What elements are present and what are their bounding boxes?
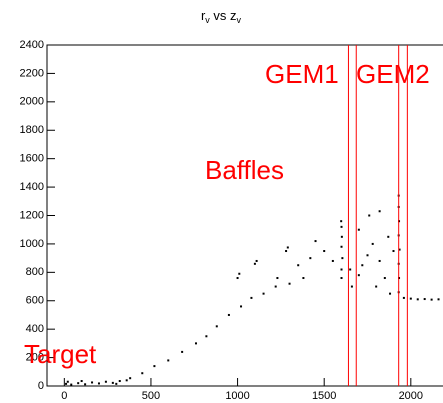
point: [349, 268, 352, 271]
point: [236, 277, 239, 280]
point: [65, 382, 68, 385]
annotation: GEM2: [356, 59, 430, 89]
point: [262, 292, 265, 295]
annotation: Baffles: [205, 155, 284, 185]
y-tick-label: 2000: [20, 96, 44, 108]
point: [302, 277, 305, 280]
point: [375, 285, 378, 288]
point: [340, 277, 343, 280]
point: [141, 372, 144, 375]
point: [288, 282, 291, 285]
x-tick-label: 1500: [312, 390, 336, 402]
x-tick-label: 1000: [225, 390, 249, 402]
point: [378, 259, 381, 262]
point: [371, 242, 374, 245]
point: [383, 277, 386, 280]
point: [389, 292, 392, 295]
point: [66, 380, 69, 383]
point: [91, 381, 94, 384]
y-tick-label: 0: [38, 380, 44, 392]
point: [366, 254, 369, 257]
point: [97, 382, 100, 385]
point: [402, 296, 405, 299]
y-tick-label: 1800: [20, 124, 44, 136]
point: [361, 264, 364, 267]
point: [378, 210, 381, 213]
point: [423, 298, 426, 301]
point: [285, 250, 288, 253]
point: [409, 297, 412, 300]
point: [331, 259, 334, 262]
y-tick-label: 1400: [20, 181, 44, 193]
point: [238, 272, 241, 275]
point: [274, 285, 277, 288]
annotation: GEM1: [265, 59, 339, 89]
y-tick-label: 200: [26, 351, 44, 363]
point: [430, 298, 433, 301]
point: [286, 246, 289, 249]
point: [253, 262, 256, 265]
point: [340, 235, 343, 238]
point: [205, 335, 208, 338]
point: [350, 285, 353, 288]
point: [181, 350, 184, 353]
x-tick-label: 2000: [399, 390, 423, 402]
point: [250, 296, 253, 299]
point: [437, 298, 440, 301]
point: [240, 305, 243, 308]
point: [276, 277, 279, 280]
point: [255, 259, 258, 262]
point: [194, 342, 197, 345]
y-tick-label: 1600: [20, 153, 44, 165]
point: [314, 240, 317, 243]
point: [340, 220, 343, 223]
point: [77, 382, 80, 385]
y-tick-label: 2200: [20, 67, 44, 79]
plot-frame: [46, 44, 443, 387]
chart-title: rv vs zv: [201, 8, 242, 25]
point: [340, 245, 343, 248]
point: [398, 248, 401, 251]
point: [80, 380, 83, 383]
point: [70, 383, 73, 386]
point: [309, 257, 312, 260]
point: [416, 298, 419, 301]
x-tick-label: 0: [61, 390, 67, 402]
point: [387, 235, 390, 238]
y-tick-label: 1000: [20, 238, 44, 250]
point: [357, 274, 360, 277]
point: [104, 380, 107, 383]
point: [323, 250, 326, 253]
point: [153, 365, 156, 368]
point: [115, 382, 118, 385]
point: [215, 325, 218, 328]
point: [357, 228, 360, 231]
point: [341, 257, 344, 260]
annotation: Target: [24, 339, 97, 369]
y-tick-label: 400: [26, 323, 44, 335]
point: [340, 268, 343, 271]
y-tick-label: 2400: [20, 39, 44, 51]
point: [392, 250, 395, 253]
y-tick-label: 1200: [20, 209, 44, 221]
y-tick-label: 800: [26, 266, 44, 278]
point: [340, 225, 343, 228]
point: [368, 214, 371, 217]
point: [227, 313, 230, 316]
point: [167, 359, 170, 362]
point: [111, 381, 114, 384]
point: [118, 380, 121, 383]
point: [297, 264, 300, 267]
plot-area: 0 200 400 600 800 1000 1200 1400 1600 1800 2000 220…: [20, 39, 443, 402]
point: [129, 377, 132, 380]
y-tick-label: 600: [26, 295, 44, 307]
point: [84, 383, 87, 386]
point: [125, 379, 128, 382]
x-tick-label: 500: [142, 390, 160, 402]
